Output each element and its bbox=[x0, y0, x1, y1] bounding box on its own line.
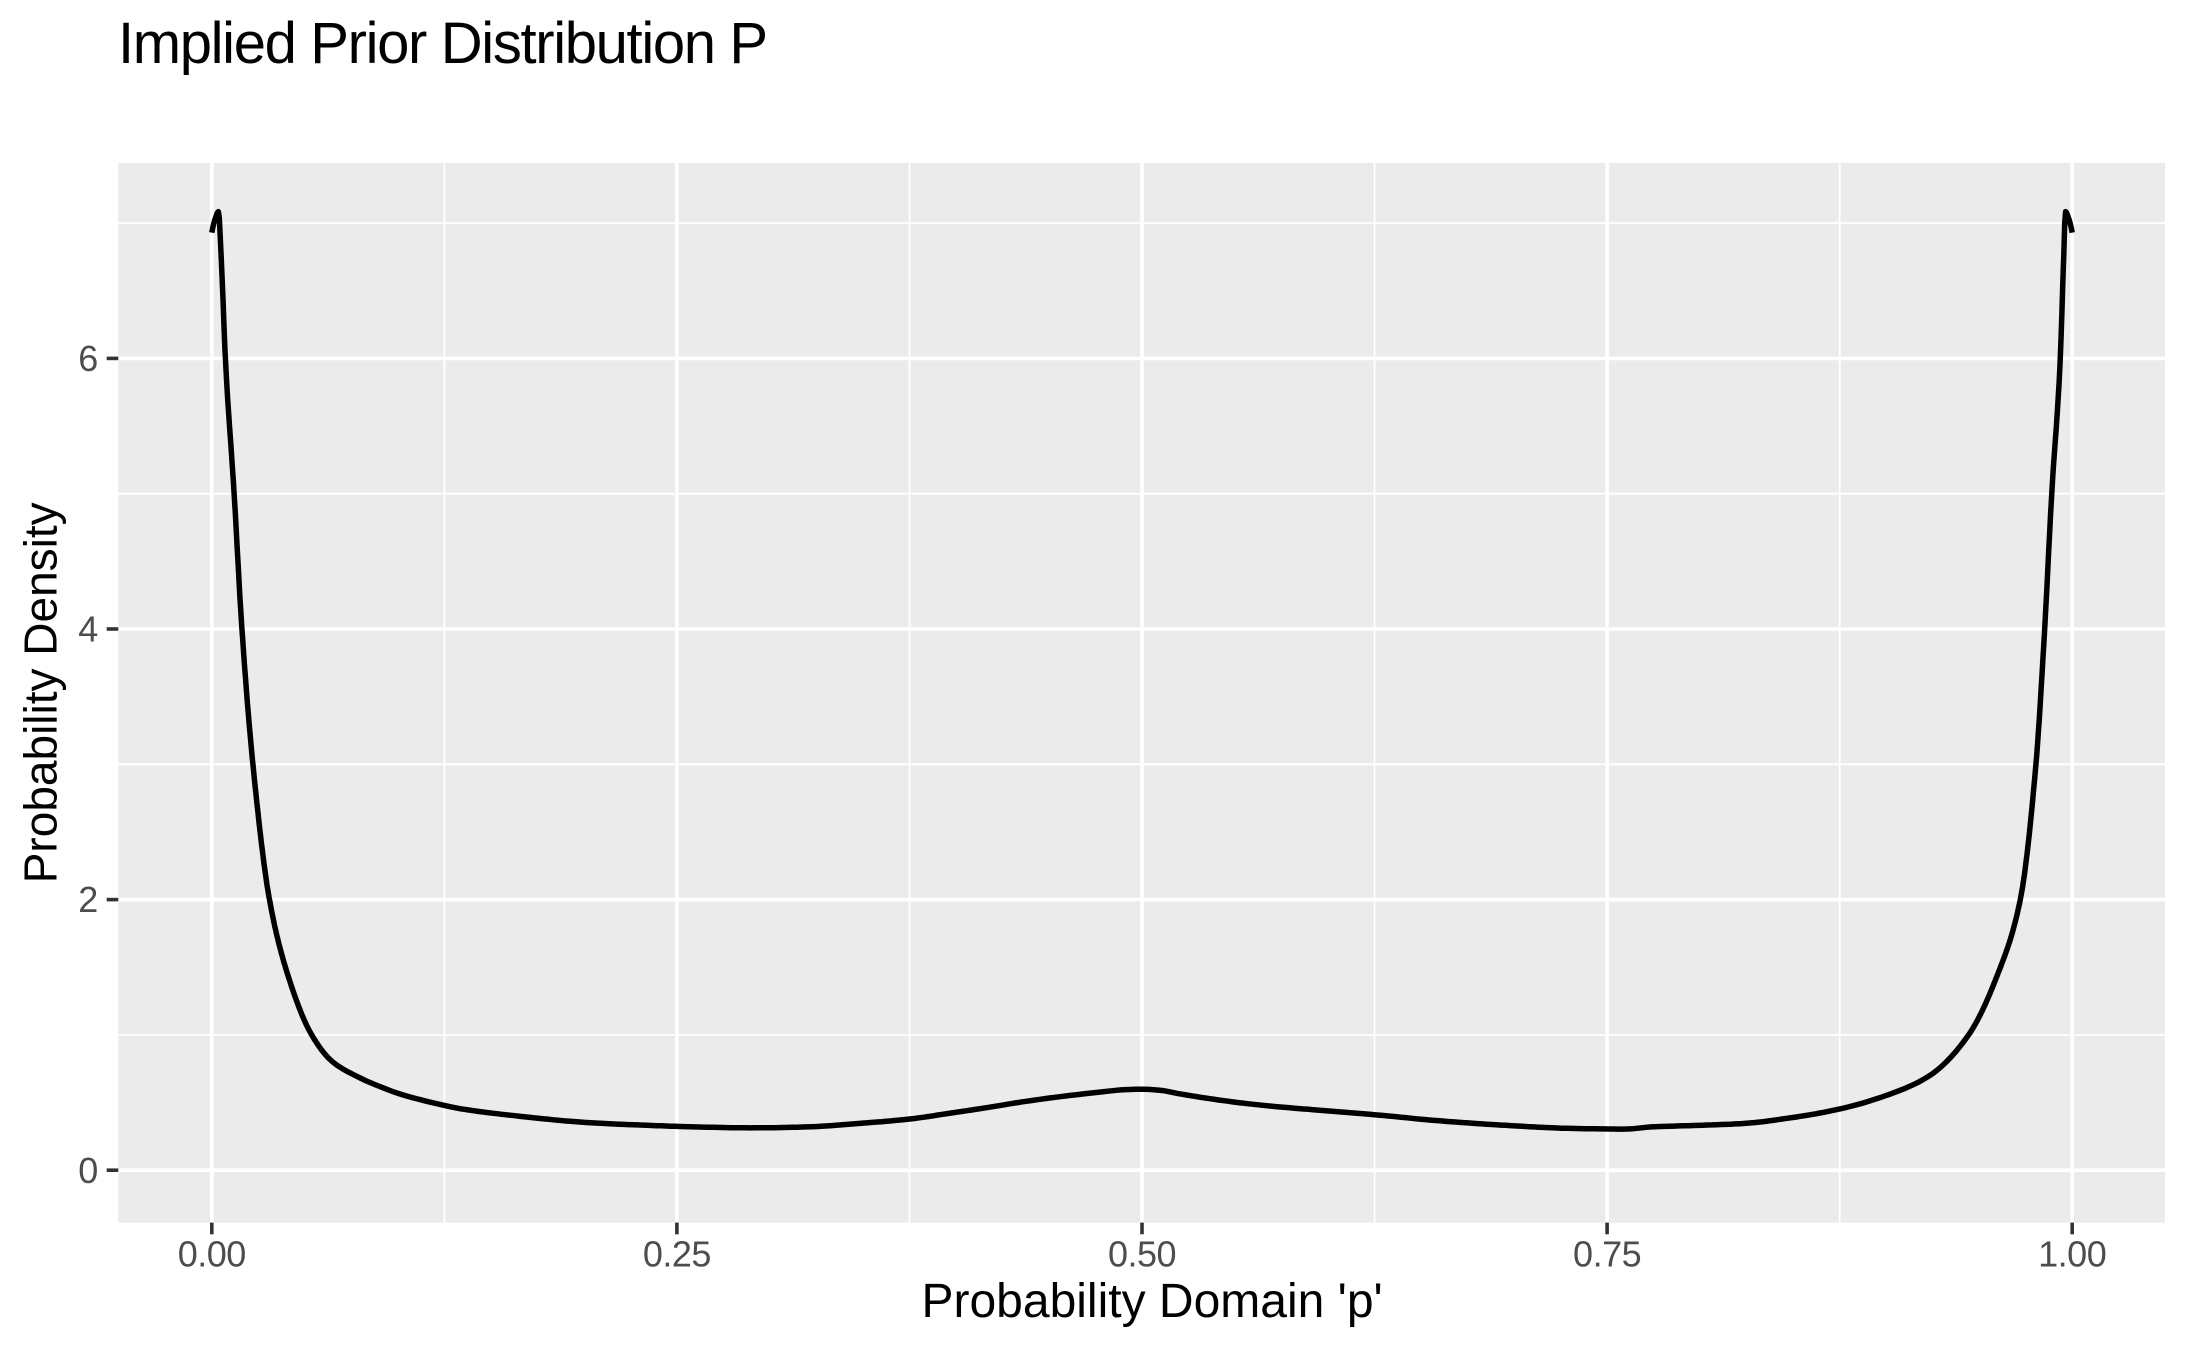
svg-text:0.25: 0.25 bbox=[643, 1233, 711, 1274]
svg-text:2: 2 bbox=[78, 879, 98, 920]
svg-text:Probability Density: Probability Density bbox=[15, 502, 67, 883]
svg-text:6: 6 bbox=[78, 338, 98, 379]
svg-text:Probability Domain 'p': Probability Domain 'p' bbox=[921, 1275, 1382, 1328]
svg-text:0.50: 0.50 bbox=[1108, 1233, 1176, 1274]
svg-text:1.00: 1.00 bbox=[2038, 1233, 2106, 1274]
svg-text:0.75: 0.75 bbox=[1573, 1233, 1641, 1274]
svg-text:4: 4 bbox=[78, 609, 98, 650]
svg-text:Implied Prior Distribution P: Implied Prior Distribution P bbox=[118, 11, 767, 76]
svg-text:0.00: 0.00 bbox=[178, 1233, 246, 1274]
svg-text:0: 0 bbox=[78, 1150, 98, 1191]
